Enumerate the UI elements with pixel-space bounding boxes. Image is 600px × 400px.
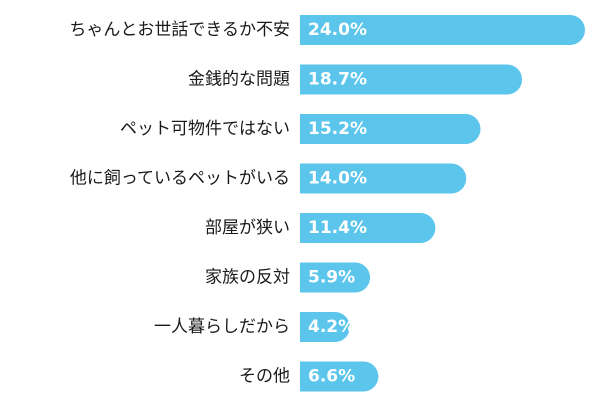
value-label-5: 5.9% bbox=[308, 268, 355, 288]
bar-2 bbox=[300, 114, 481, 144]
value-label-3: 14.0% bbox=[308, 169, 367, 189]
value-label-1: 18.7% bbox=[308, 70, 367, 90]
bar-0 bbox=[300, 15, 585, 45]
value-label-6: 4.2% bbox=[308, 317, 355, 337]
category-label-4: 部屋が狭い bbox=[205, 218, 290, 238]
bar-1 bbox=[300, 64, 523, 95]
value-label-0: 24.0% bbox=[308, 20, 367, 40]
bars-group bbox=[300, 15, 585, 392]
value-label-4: 11.4% bbox=[308, 218, 367, 238]
category-label-0: ちゃんとお世話できるか不安 bbox=[69, 20, 290, 40]
category-label-7: その他 bbox=[239, 367, 290, 387]
bar-3 bbox=[300, 163, 467, 194]
bar-5 bbox=[300, 262, 371, 293]
value-label-7: 6.6% bbox=[308, 367, 355, 387]
category-label-5: 家族の反対 bbox=[205, 268, 290, 288]
category-labels-group: ちゃんとお世話できるか不安金銭的な問題ペット可物件ではない他に飼っているペットが… bbox=[69, 20, 290, 387]
value-label-2: 15.2% bbox=[308, 119, 367, 139]
category-label-6: 一人暮らしだから bbox=[154, 317, 290, 337]
bar-6 bbox=[300, 312, 350, 342]
bar-7 bbox=[300, 361, 379, 392]
category-label-2: ペット可物件ではない bbox=[120, 119, 290, 139]
category-label-1: 金銭的な問題 bbox=[188, 70, 290, 90]
value-labels-group: 24.0% 18.7% 15.2% 14.0% 11.4% 5.9% 4.2% 6.6% bbox=[308, 20, 367, 387]
bar-4 bbox=[300, 213, 436, 243]
category-label-3: 他に飼っているペットがいる bbox=[70, 169, 290, 189]
